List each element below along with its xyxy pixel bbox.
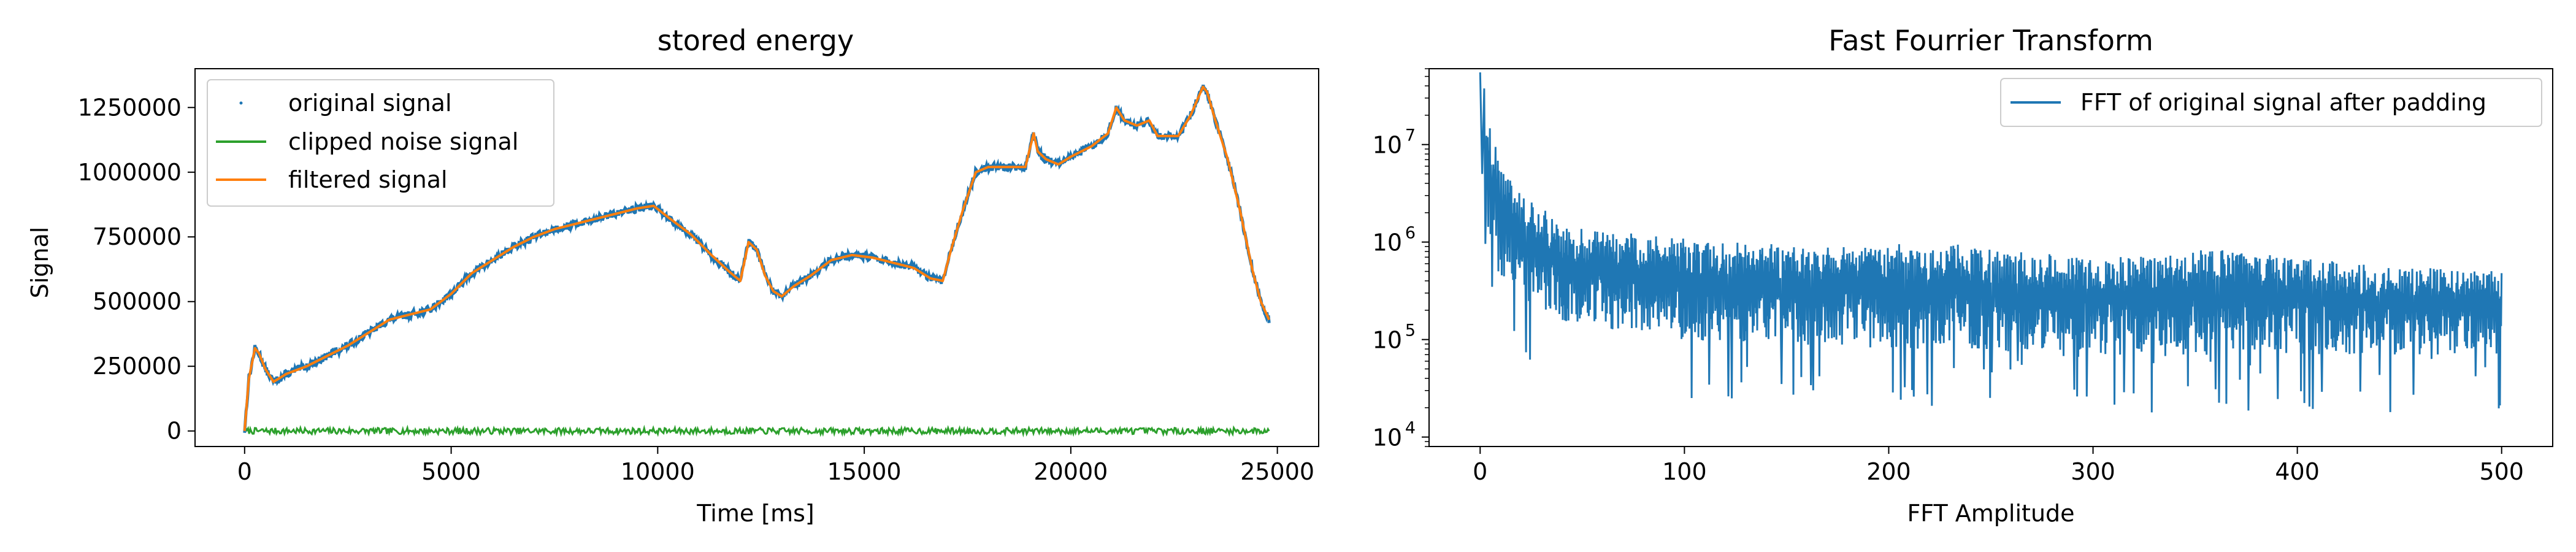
x-axis-label-left: Time [ms] (696, 500, 815, 527)
y-tick-label-left: 0 (167, 418, 182, 445)
x-tick-label-left: 0 (237, 458, 252, 485)
x-tick-label-right: 0 (1473, 458, 1487, 485)
y-tick-label-right: 10 (1373, 132, 1402, 159)
y-tick-label-right: 10 (1373, 424, 1402, 451)
axes-frame-right (1428, 68, 2553, 447)
y-tick-label-right: 10 (1373, 327, 1402, 354)
x-tick-label-left: 25000 (1240, 458, 1314, 485)
y-tick-label-left: 750000 (93, 223, 182, 250)
y-tick-label-exponent-right: 6 (1405, 224, 1416, 243)
x-tick-label-left: 15000 (827, 458, 902, 485)
x-tick-label-right: 500 (2479, 458, 2524, 485)
chart-title-stored-energy: stored energy (657, 24, 854, 57)
x-tick-label-right: 200 (1866, 458, 1911, 485)
y-axis-label-left: Signal (26, 227, 53, 299)
x-tick-label-left: 10000 (621, 458, 695, 485)
series-filtered-signal (243, 85, 1271, 431)
chart-fft: Fast Fourrier Transform FFT Amplitude 0 1… (1373, 24, 2553, 527)
y-tick-label-exponent-right: 7 (1405, 126, 1416, 145)
y-tick-label-exponent-right: 4 (1405, 419, 1416, 438)
y-tick-label-exponent-right: 5 (1405, 321, 1416, 340)
legend-box-left (207, 79, 554, 207)
legend-label-left: filtered signal (288, 166, 448, 193)
legend-label-left: original signal (288, 90, 452, 117)
x-tick-label-right: 400 (2275, 458, 2320, 485)
legend-label-left: clipped noise signal (288, 128, 518, 155)
plot-area-left: 0 5000 10000 15000 20000 25000025000050000075… (78, 68, 1319, 485)
y-tick-label-left: 500000 (93, 288, 182, 315)
y-tick-label-left: 1000000 (78, 159, 182, 186)
chart-title-fft: Fast Fourrier Transform (1828, 24, 2153, 57)
series-fft-of-original-signal-after-padding (1479, 72, 2503, 413)
y-tick-label-right: 10 (1373, 229, 1402, 256)
y-tick-label-left: 1250000 (78, 94, 182, 121)
axes-frame-left (194, 68, 1319, 447)
x-tick-label-left: 5000 (421, 458, 481, 485)
legend-box-right (2000, 78, 2542, 127)
x-tick-label-left: 20000 (1033, 458, 1108, 485)
legend-label-right: FFT of original signal after padding (2080, 89, 2486, 116)
chart-stored-energy: stored energy Signal Time [ms] 0 5000 1000… (26, 24, 1319, 527)
y-tick-label-left: 250000 (93, 353, 182, 380)
series-clipped-noise-signal (243, 424, 1270, 438)
legend-marker-original-signal (239, 101, 243, 105)
x-tick-label-right: 100 (1662, 458, 1707, 485)
x-tick-label-right: 300 (2071, 458, 2115, 485)
x-axis-label-right: FFT Amplitude (1907, 500, 2074, 527)
